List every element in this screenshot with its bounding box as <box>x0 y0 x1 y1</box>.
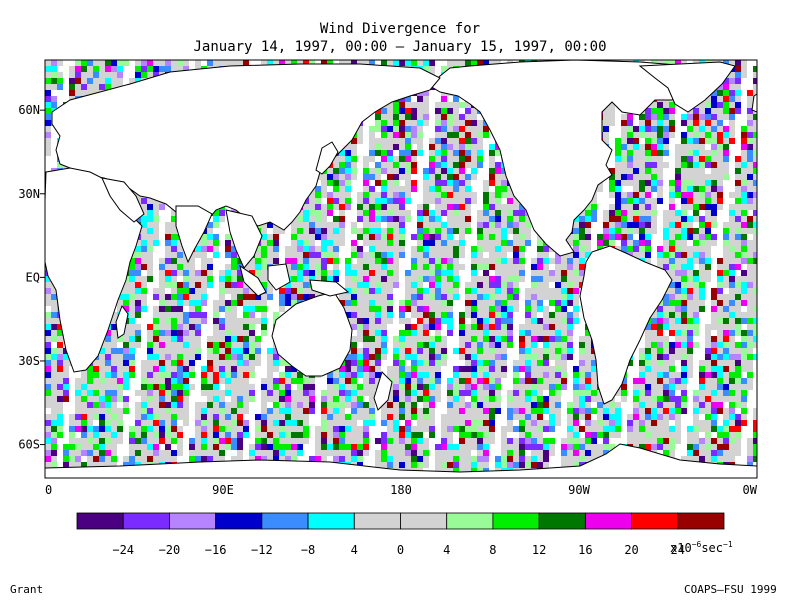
land-britain <box>751 93 757 113</box>
lon-label: 180 <box>390 483 412 497</box>
lat-label: 30N <box>18 187 40 201</box>
legend-swatch <box>261 512 309 530</box>
author-credit: Grant <box>10 583 44 596</box>
legend-unit: x10−6sec−1 <box>670 540 733 555</box>
legend-swatch <box>76 512 124 530</box>
organization-credit: COAPS–FSU 1999 <box>684 583 777 596</box>
land-india <box>175 205 213 264</box>
land-new-zealand <box>373 371 393 411</box>
legend-label: −8 <box>300 543 316 557</box>
legend-swatch <box>400 512 448 530</box>
lon-label: 0 <box>45 483 52 497</box>
legend-label: 20 <box>624 543 639 557</box>
legend-label: 12 <box>531 543 547 557</box>
longitude-labels: 0 90E 180 90W 0W <box>45 483 758 497</box>
legend-swatch <box>307 512 355 530</box>
lat-label: 60S <box>18 438 40 452</box>
map-title: Wind Divergence for <box>319 21 481 37</box>
land-masses <box>45 60 757 478</box>
land-borneo <box>267 263 291 291</box>
legend-swatch <box>122 512 170 530</box>
lat-label: 60N <box>18 103 40 117</box>
legend-label: 4 <box>443 543 451 557</box>
land-arabia <box>101 177 145 223</box>
land-greenland <box>638 61 736 113</box>
land-antarctica <box>45 443 757 478</box>
legend-swatch <box>169 512 217 530</box>
legend-swatch <box>353 512 401 530</box>
legend-label: −24 <box>112 543 135 557</box>
lat-label: EQ <box>26 270 40 284</box>
map-frame <box>44 59 758 479</box>
land-new-guinea <box>309 279 350 297</box>
legend-label: −16 <box>204 543 227 557</box>
lon-label: 90E <box>212 483 234 497</box>
map-date-range: January 14, 1997, 00:00 – January 15, 19… <box>193 39 607 55</box>
legend-label: −20 <box>158 543 181 557</box>
land-australia <box>271 291 353 377</box>
legend-label: 16 <box>578 543 593 557</box>
legend-swatch <box>584 512 632 530</box>
legend-swatch <box>492 512 540 530</box>
legend-swatch <box>446 512 494 530</box>
legend-label: 8 <box>489 543 497 557</box>
legend-label: 4 <box>350 543 358 557</box>
legend-swatch <box>677 512 725 530</box>
color-legend <box>76 512 725 530</box>
legend-swatch <box>631 512 679 530</box>
legend-label: 0 <box>396 543 405 557</box>
lon-label: 0W <box>743 483 758 497</box>
land-sumatra <box>239 264 267 297</box>
legend-swatch <box>538 512 586 530</box>
land-japan <box>315 141 339 175</box>
land-indochina <box>225 209 263 269</box>
legend-label: −12 <box>251 543 273 557</box>
land-south-america <box>579 245 673 405</box>
land-madagascar <box>115 304 129 339</box>
lat-label: 30S <box>18 354 40 368</box>
legend-label: 24 <box>670 543 685 557</box>
latitude-labels: 60N 30N EQ 30S 60S <box>18 103 45 452</box>
legend-swatch <box>215 512 263 530</box>
lon-label: 90W <box>568 483 590 497</box>
